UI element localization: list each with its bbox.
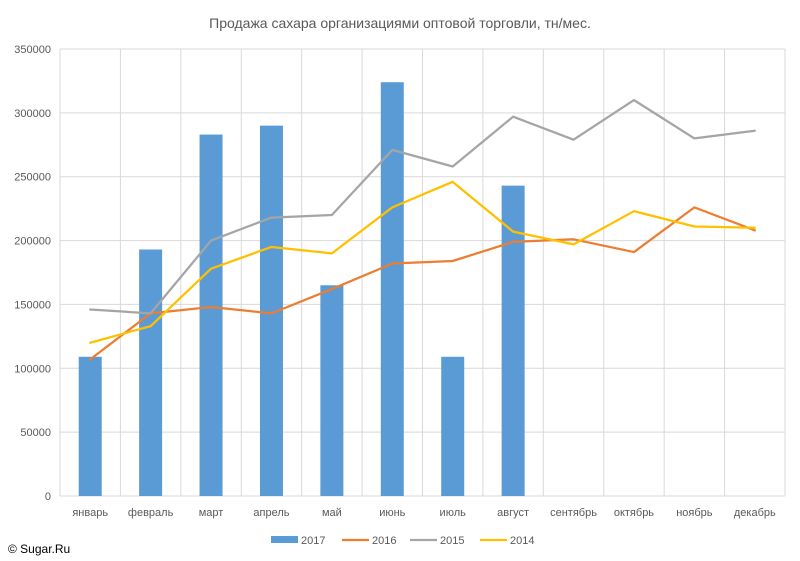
line-series-2016 [89, 206, 756, 361]
x-tick-label: июль [440, 507, 467, 519]
legend-label-2014: 2014 [510, 535, 534, 547]
legend-label-2017: 2017 [301, 535, 325, 547]
x-tick-label: апрель [253, 507, 289, 519]
x-tick-label: февраль [128, 507, 174, 519]
line-series-2015 [89, 98, 756, 315]
line-series [89, 98, 756, 361]
y-tick-label: 150000 [14, 299, 51, 311]
x-tick-label: сентябрь [550, 507, 597, 519]
x-tick-label: январь [72, 507, 108, 519]
y-tick-label: 0 [45, 491, 51, 503]
legend: 2017 2016 2015 2014 [271, 535, 534, 547]
y-tick-label: 250000 [14, 172, 51, 184]
x-tick-label: май [322, 507, 342, 519]
x-tick-label: ноябрь [676, 507, 713, 519]
x-tick-label: июнь [379, 507, 405, 519]
copyright-text: © Sugar.Ru [8, 542, 70, 556]
legend-label-2016: 2016 [372, 535, 396, 547]
bar-2017-февраль [139, 249, 163, 496]
x-tick-label: март [199, 507, 224, 519]
bar-2017-июнь [380, 82, 404, 496]
bar-2017-июль [441, 356, 465, 496]
x-tick-label: декабрь [734, 507, 776, 519]
x-tick-label: октябрь [614, 507, 654, 519]
y-axis-ticks: 0 50000 100000 150000 200000 250000 300000 3500… [14, 44, 51, 503]
bar-series [78, 82, 525, 496]
y-tick-label: 50000 [20, 427, 51, 439]
y-tick-label: 300000 [14, 108, 51, 120]
legend-label-2015: 2015 [440, 535, 464, 547]
chart-title: Продажа сахара организациями оптовой тор… [209, 15, 591, 31]
bar-2017-август [501, 185, 525, 496]
bar-2017-май [320, 285, 344, 496]
gridlines [59, 48, 786, 497]
x-axis-ticks: январь февраль март апрель май июнь июль август… [72, 507, 776, 519]
bar-2017-март [199, 134, 223, 496]
line-series-2014 [89, 180, 756, 344]
y-tick-label: 350000 [14, 44, 51, 56]
y-tick-label: 100000 [14, 363, 51, 375]
y-tick-label: 200000 [14, 236, 51, 248]
bar-2017-январь [78, 356, 102, 496]
legend-swatch-2017 [271, 536, 298, 543]
x-tick-label: август [497, 507, 529, 519]
